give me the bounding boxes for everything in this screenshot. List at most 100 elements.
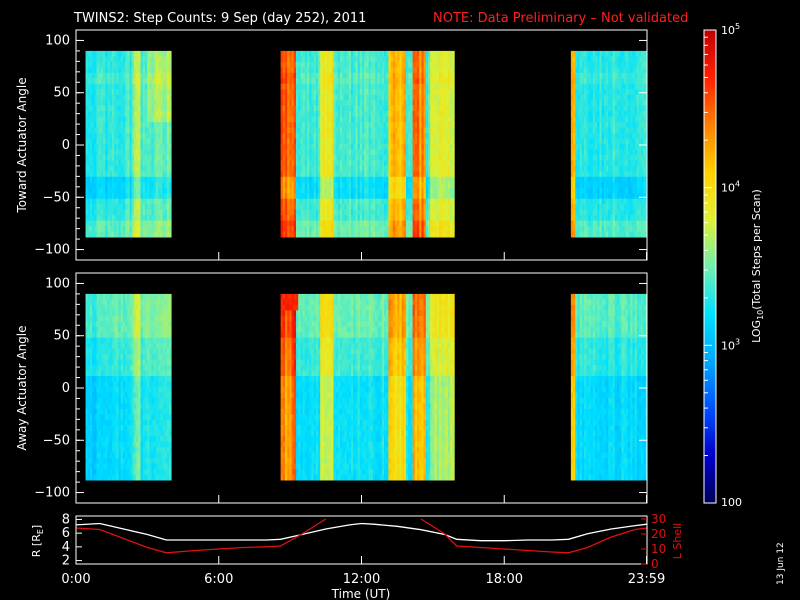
heatmap-cell xyxy=(344,116,348,123)
heatmap-cell xyxy=(346,215,350,222)
heatmap-cell xyxy=(289,182,293,189)
heatmap-cell xyxy=(428,204,431,211)
heatmap-cell xyxy=(612,193,616,200)
heatmap-cell xyxy=(586,231,589,238)
heatmap-cell xyxy=(109,100,113,107)
heatmap-cell xyxy=(331,143,334,150)
heatmap-cell xyxy=(122,78,126,85)
heatmap-cell xyxy=(326,154,330,161)
heatmap-cell xyxy=(399,154,403,161)
heatmap-cell xyxy=(417,154,420,161)
heatmap-cell xyxy=(287,171,290,178)
heatmap-cell xyxy=(581,105,585,112)
heatmap-cell xyxy=(131,111,135,118)
heatmap-cell xyxy=(614,61,618,68)
heatmap-cell xyxy=(421,50,425,57)
heatmap-cell xyxy=(439,67,442,74)
heatmap-cell xyxy=(320,56,323,63)
heatmap-cell xyxy=(406,182,409,189)
heatmap-cell xyxy=(151,111,155,118)
heatmap-cell xyxy=(164,67,168,74)
heatmap-cell xyxy=(111,100,115,107)
heatmap-cell xyxy=(590,143,594,150)
heatmap-cell xyxy=(155,193,159,200)
heatmap-cell xyxy=(318,182,321,189)
heatmap-cell xyxy=(357,50,361,57)
heatmap-cell xyxy=(436,165,440,172)
heatmap-cell xyxy=(570,154,574,161)
heatmap-cell xyxy=(441,133,444,139)
heatmap-cell xyxy=(122,72,126,79)
heatmap-cell xyxy=(125,176,128,183)
heatmap-cell xyxy=(584,50,587,57)
heatmap-cell xyxy=(430,111,433,118)
heatmap-cell xyxy=(282,72,286,79)
heatmap-cell xyxy=(89,138,93,145)
heatmap-cell xyxy=(606,193,609,200)
heatmap-cell xyxy=(335,67,339,74)
heatmap-cell xyxy=(105,61,108,68)
heatmap-cell xyxy=(315,72,319,79)
heatmap-cell xyxy=(118,193,122,200)
heatmap-cell xyxy=(302,83,306,90)
heatmap-cell xyxy=(617,149,620,156)
heatmap-cell xyxy=(125,100,128,107)
heatmap-cell xyxy=(386,111,389,118)
heatmap-cell xyxy=(351,143,354,150)
heatmap-cell xyxy=(579,165,583,172)
heatmap-cell xyxy=(353,61,356,68)
heatmap-cell xyxy=(324,111,328,118)
heatmap-cell xyxy=(140,100,144,107)
heatmap-cell xyxy=(417,215,420,222)
heatmap-cell xyxy=(155,226,159,233)
heatmap-cell xyxy=(623,116,627,123)
heatmap-cell xyxy=(606,215,609,222)
heatmap-cell xyxy=(410,160,414,167)
heatmap-cell xyxy=(315,83,319,90)
heatmap-cell xyxy=(109,83,113,90)
heatmap-cell xyxy=(92,193,95,200)
heatmap-cell xyxy=(608,143,611,150)
heatmap-cell xyxy=(423,198,427,205)
heatmap-cell xyxy=(98,220,102,227)
heatmap-cell xyxy=(410,171,414,178)
heatmap-cell xyxy=(570,215,574,222)
heatmap-cell xyxy=(129,72,133,79)
heatmap-cell xyxy=(313,116,317,123)
heatmap-cell xyxy=(425,176,429,183)
heatmap-cell xyxy=(329,149,332,156)
heatmap-cell xyxy=(421,78,425,85)
heatmap-cell xyxy=(368,100,372,107)
heatmap-cell xyxy=(608,182,611,189)
heatmap-cell xyxy=(570,83,574,90)
heatmap-cell xyxy=(595,83,598,90)
heatmap-cell xyxy=(92,187,95,194)
heatmap-cell xyxy=(285,78,288,85)
heatmap-cell xyxy=(621,78,625,85)
heatmap-cell xyxy=(355,171,359,178)
heatmap-cell xyxy=(304,133,308,139)
heatmap-cell xyxy=(379,89,383,96)
heatmap-cell xyxy=(140,226,144,233)
heatmap-cell xyxy=(122,215,126,222)
heatmap-cell xyxy=(348,220,352,227)
heatmap-cell xyxy=(116,116,119,123)
heatmap-cell xyxy=(318,231,321,238)
heatmap-cell xyxy=(300,171,304,178)
heatmap-cell xyxy=(452,67,455,74)
heatmap-cell xyxy=(89,100,93,107)
heatmap-cell xyxy=(434,67,438,74)
heatmap-cell xyxy=(597,198,600,205)
heatmap-cell xyxy=(577,78,581,85)
heatmap-cell xyxy=(147,198,150,205)
heatmap-cell xyxy=(399,198,403,205)
heatmap-cell xyxy=(318,215,321,222)
heatmap-cell xyxy=(307,116,310,123)
heatmap-cell xyxy=(362,89,365,96)
heatmap-cell xyxy=(434,111,438,118)
heatmap-cell xyxy=(441,94,444,101)
heatmap-cell xyxy=(127,231,130,238)
heatmap-cell xyxy=(122,133,126,139)
heatmap-cell xyxy=(322,111,326,118)
heatmap-cell xyxy=(140,220,144,227)
